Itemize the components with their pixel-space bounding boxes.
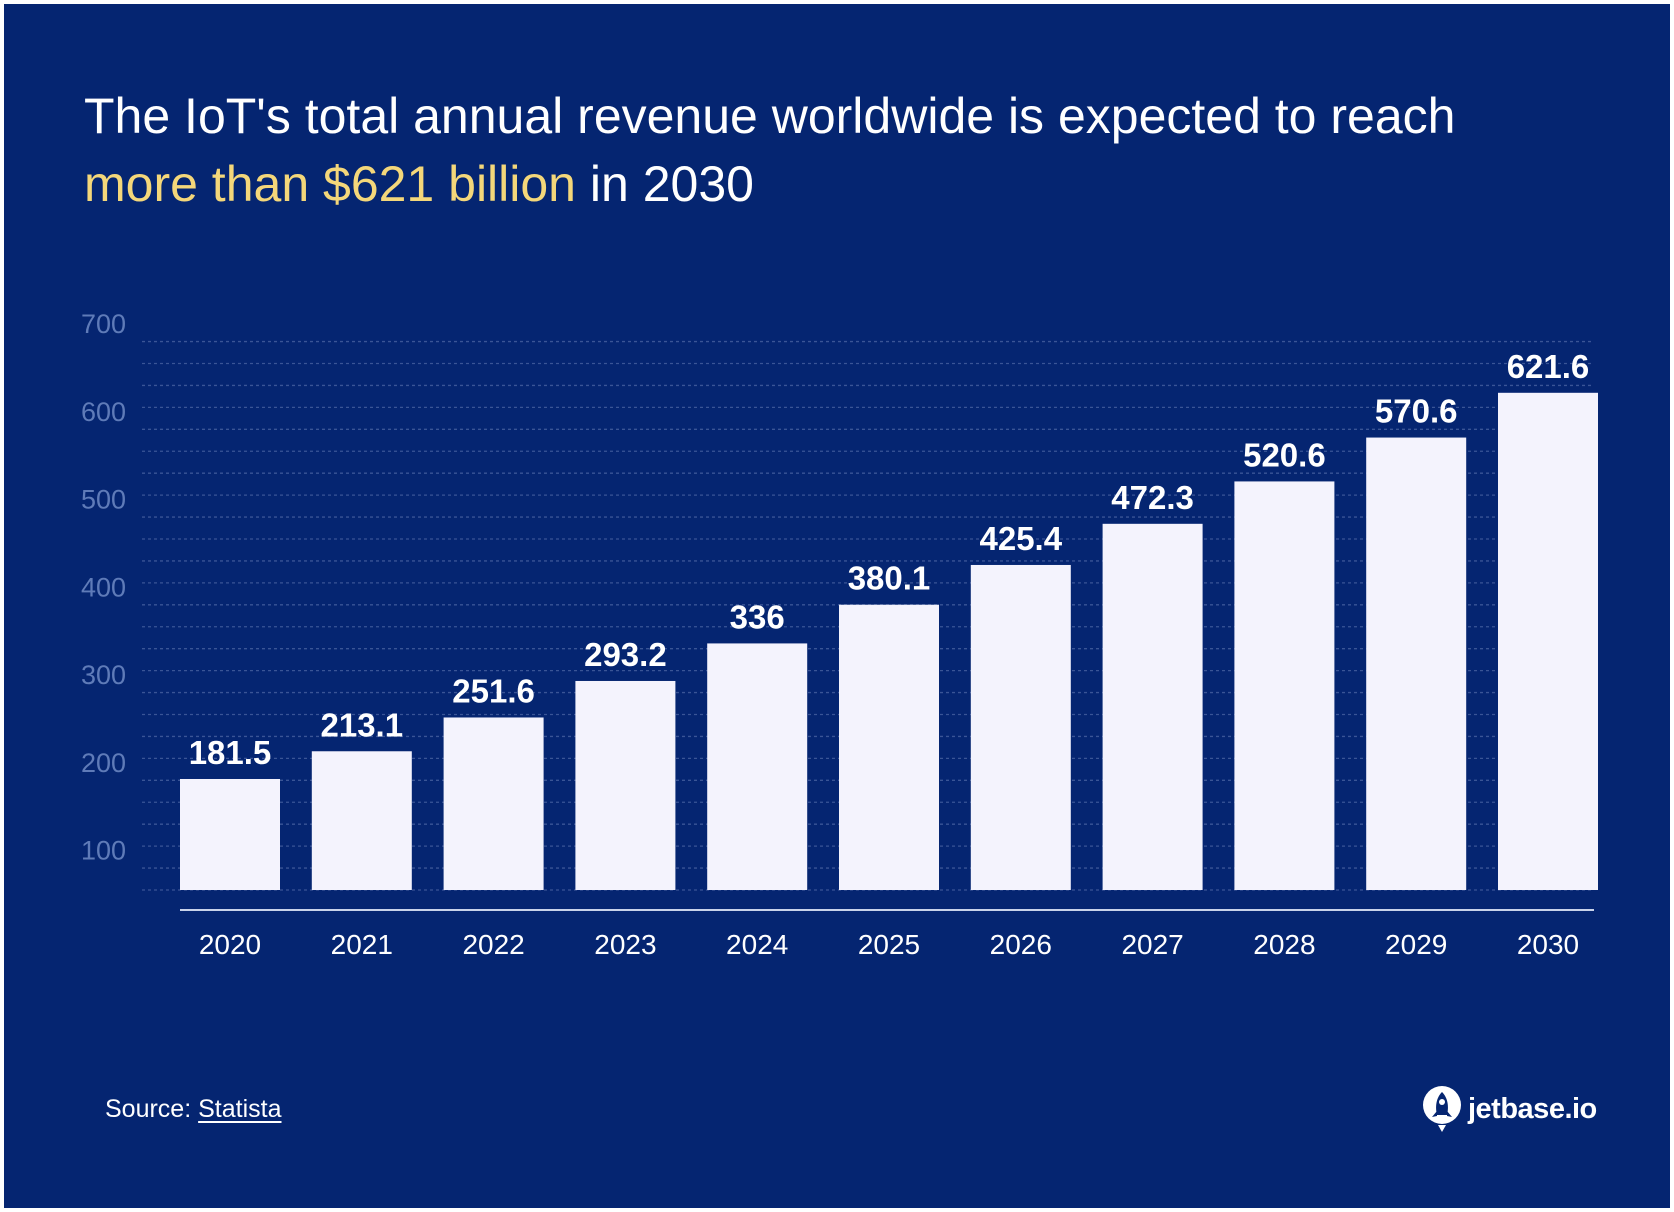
bar (707, 643, 808, 890)
value-label: 621.6 (1507, 348, 1590, 385)
y-tick-label: 500 (81, 485, 126, 515)
y-tick-label: 700 (81, 309, 126, 339)
bar (180, 778, 280, 890)
source-link[interactable]: Statista (198, 1095, 282, 1123)
bar-chart: 100 200 300 400 500 600 700 181.5 2020 213.1 2021 2… (81, 309, 1598, 960)
y-tick-label: 600 (81, 397, 126, 427)
y-tick-label: 300 (81, 660, 126, 690)
x-tick-label: 2025 (858, 929, 920, 960)
title-part-2: in 2030 (589, 156, 754, 212)
x-tick-label: 2022 (462, 929, 524, 960)
value-label: 570.6 (1375, 393, 1458, 430)
source-label: Source: (105, 1095, 192, 1123)
bar (970, 564, 1071, 890)
value-label: 520.6 (1243, 436, 1326, 473)
x-tick-label: 2023 (594, 929, 656, 960)
source-note: Source: Statista (105, 1095, 282, 1124)
bar (1498, 392, 1598, 890)
bar (575, 680, 676, 890)
x-tick-label: 2028 (1253, 929, 1315, 960)
title-part-1: The IoT's total annual revenue worldwide… (84, 88, 1456, 144)
page-title: The IoT's total annual revenue worldwide… (84, 82, 1604, 218)
bar (1102, 523, 1203, 890)
brand-logo[interactable]: jetbase.io (1422, 1085, 1597, 1133)
value-label: 181.5 (189, 734, 272, 771)
value-label: 425.4 (980, 520, 1063, 557)
bar (839, 604, 939, 890)
x-tick-label: 2021 (331, 929, 393, 960)
bar (311, 751, 412, 890)
value-label: 472.3 (1111, 479, 1194, 516)
value-label: 251.6 (452, 672, 535, 709)
y-tick-label: 400 (81, 572, 126, 602)
infographic-card: The IoT's total annual revenue worldwide… (4, 4, 1670, 1208)
title-highlight: more than $621 billion (84, 156, 576, 212)
x-tick-label: 2020 (199, 929, 261, 960)
x-tick-label: 2030 (1517, 929, 1579, 960)
x-tick-label: 2029 (1385, 929, 1447, 960)
y-tick-label: 100 (81, 836, 126, 866)
value-label: 293.2 (584, 636, 667, 673)
bar (1366, 437, 1467, 890)
x-tick-label: 2024 (726, 929, 788, 960)
bar (443, 717, 544, 890)
bar (1234, 481, 1335, 890)
logo-text: jetbase.io (1468, 1092, 1597, 1125)
x-tick-label: 2026 (990, 929, 1052, 960)
rocket-icon (1423, 1086, 1461, 1132)
x-tick-label: 2027 (1121, 929, 1183, 960)
value-label: 213.1 (321, 706, 404, 743)
y-tick-label: 200 (81, 748, 126, 778)
value-label: 336 (730, 598, 785, 635)
value-label: 380.1 (848, 560, 931, 597)
